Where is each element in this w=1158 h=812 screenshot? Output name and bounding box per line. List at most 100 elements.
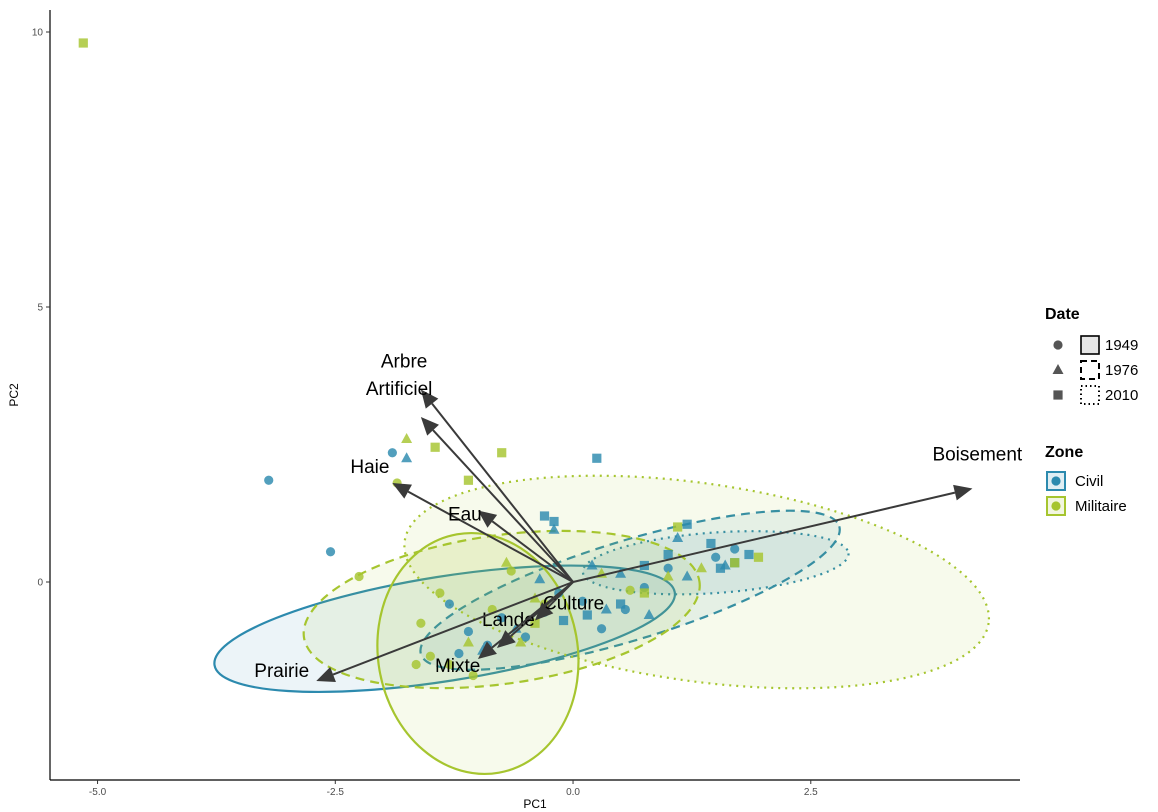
point-civil bbox=[615, 599, 626, 609]
loading-arrow-arbre bbox=[431, 403, 574, 583]
axes: -5.0 -2.5 0.0 2.5 0 5 10 bbox=[32, 10, 1020, 798]
point-militaire bbox=[695, 562, 707, 573]
point-civil bbox=[711, 552, 721, 562]
x-tick-label: -5.0 bbox=[89, 787, 107, 798]
point-militaire bbox=[430, 442, 440, 452]
arrowhead-prairie bbox=[316, 667, 336, 682]
point-civil bbox=[615, 567, 627, 578]
point-militaire bbox=[401, 433, 413, 443]
point-civil bbox=[706, 538, 716, 549]
loading-arrow-haie bbox=[407, 490, 574, 583]
legend-label-2010: 2010 bbox=[1105, 387, 1138, 404]
point-civil bbox=[663, 549, 673, 560]
legend-label-militaire: Militaire bbox=[1075, 498, 1127, 515]
arrowhead-arbre bbox=[420, 389, 439, 409]
arrowhead-lande bbox=[496, 630, 516, 648]
loading-label-haie: Haie bbox=[350, 457, 389, 478]
point-civil bbox=[497, 613, 507, 623]
point-militaire bbox=[444, 659, 455, 670]
point-civil bbox=[534, 573, 546, 584]
point-civil bbox=[520, 632, 531, 642]
point-militaire bbox=[468, 670, 478, 681]
loading-arrow-prairie bbox=[332, 581, 574, 676]
point-militaire bbox=[506, 566, 516, 576]
point-militaire bbox=[530, 618, 540, 628]
loading-label-mixte: Mixte bbox=[435, 656, 480, 677]
legend-linetype-1949 bbox=[1080, 335, 1100, 355]
point-civil bbox=[582, 610, 592, 620]
point-militaire bbox=[416, 618, 426, 628]
y-tick-label: 10 bbox=[32, 28, 44, 39]
point-civil bbox=[586, 559, 598, 570]
arrowhead-boisement bbox=[953, 484, 973, 501]
legend: Date 1949 1976 2010 Zone Civil Militaire bbox=[1045, 306, 1138, 516]
point-civil bbox=[539, 511, 550, 521]
legend-key-point-militaire bbox=[1051, 501, 1061, 511]
y-tick-label: 0 bbox=[37, 578, 43, 589]
loading-arrows: Boisement Arbre Artificiel Haie Eau Culture La… bbox=[254, 352, 1023, 683]
point-militaire bbox=[753, 552, 764, 562]
point-civil bbox=[325, 547, 336, 557]
point-civil bbox=[454, 648, 464, 659]
point-civil bbox=[600, 603, 612, 614]
legend-label-1949: 1949 bbox=[1105, 337, 1138, 354]
point-militaire bbox=[730, 558, 740, 568]
legend-linetype-1976 bbox=[1080, 360, 1100, 380]
arrowhead-mixte bbox=[477, 641, 497, 659]
point-civil bbox=[643, 609, 655, 619]
arrowhead-artificiel bbox=[420, 417, 439, 436]
point-militaire bbox=[673, 522, 683, 532]
point-civil bbox=[672, 532, 684, 542]
arrowhead-culture bbox=[535, 602, 554, 621]
x-tick-label: 0.0 bbox=[566, 787, 580, 798]
point-militaire bbox=[354, 571, 364, 582]
loading-arrow-artificiel bbox=[432, 429, 574, 583]
point-civil bbox=[592, 453, 602, 463]
point-civil bbox=[463, 626, 474, 637]
legend-symbol-2010 bbox=[1053, 390, 1063, 400]
loading-arrow-eau bbox=[491, 520, 574, 583]
point-militaire bbox=[435, 588, 445, 598]
ellipse-civil-2010 bbox=[581, 530, 850, 596]
point-militaire bbox=[497, 448, 507, 458]
legend-linetype-2010 bbox=[1080, 385, 1100, 405]
point-militaire bbox=[411, 659, 421, 670]
point-militaire bbox=[462, 636, 474, 647]
legend-title-date: Date bbox=[1045, 306, 1080, 323]
confidence-ellipses bbox=[213, 474, 991, 776]
point-militaire bbox=[515, 636, 527, 647]
x-tick-label: 2.5 bbox=[804, 787, 818, 798]
loading-label-boisement: Boisement bbox=[932, 445, 1022, 466]
x-tick-label: -2.5 bbox=[327, 787, 345, 798]
loading-arrow-mixte bbox=[491, 581, 574, 649]
point-civil bbox=[682, 519, 692, 529]
point-civil bbox=[558, 615, 569, 626]
point-civil bbox=[401, 452, 413, 463]
point-militaire bbox=[625, 585, 635, 595]
loading-label-eau: Eau bbox=[448, 505, 482, 526]
legend-key-point-civil bbox=[1051, 476, 1061, 486]
point-civil bbox=[549, 516, 559, 527]
x-axis-title: PC1 bbox=[523, 797, 547, 811]
point-civil bbox=[663, 563, 673, 573]
point-militaire bbox=[639, 588, 649, 598]
legend-label-civil: Civil bbox=[1075, 473, 1103, 490]
point-civil bbox=[548, 523, 560, 534]
loading-label-lande: Lande bbox=[482, 610, 535, 631]
legend-symbol-1976 bbox=[1052, 364, 1064, 374]
point-civil bbox=[715, 563, 726, 573]
point-militaire bbox=[78, 38, 88, 48]
loading-arrow-boisement bbox=[572, 491, 956, 583]
loading-label-artificiel: Artificiel bbox=[366, 379, 433, 400]
point-civil bbox=[264, 475, 274, 485]
point-militaire bbox=[425, 651, 435, 661]
legend-symbol-1949 bbox=[1053, 340, 1063, 350]
y-axis-title: PC2 bbox=[7, 383, 21, 407]
point-militaire bbox=[662, 570, 674, 581]
legend-label-1976: 1976 bbox=[1105, 362, 1138, 379]
point-militaire bbox=[463, 475, 474, 485]
point-civil bbox=[596, 624, 607, 634]
arrowhead-eau bbox=[477, 510, 498, 528]
loading-label-arbre: Arbre bbox=[381, 352, 427, 373]
